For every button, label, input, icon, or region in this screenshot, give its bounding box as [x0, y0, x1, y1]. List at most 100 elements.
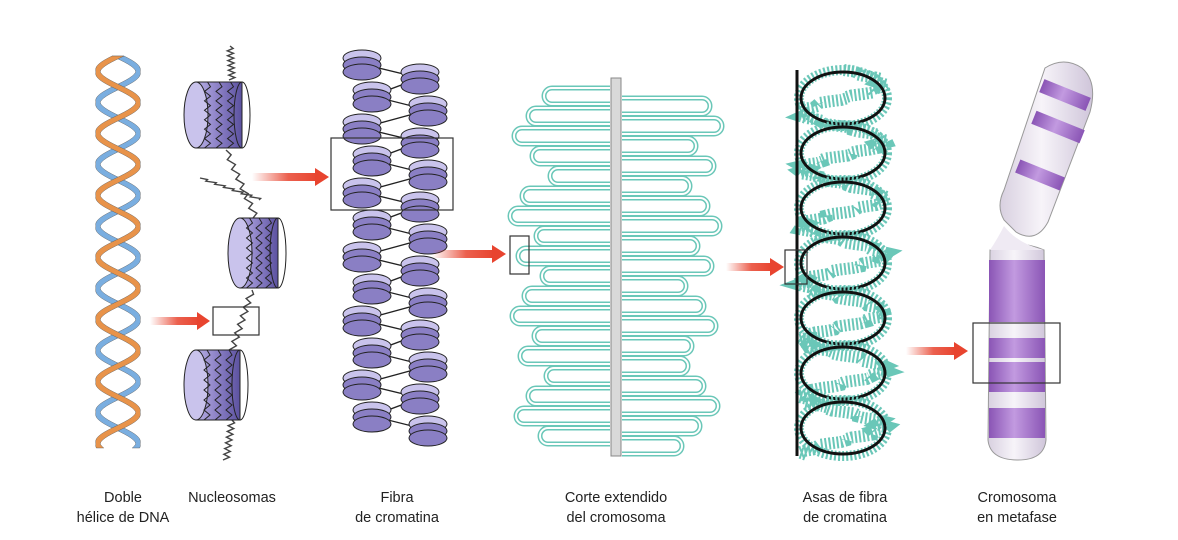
chromatin-loop-core [533, 327, 610, 345]
chromatin-loop-core [527, 387, 610, 405]
chromatin-loop-core [515, 407, 610, 425]
chromatin-loop [622, 395, 721, 417]
chromatin-loop [622, 295, 707, 317]
chromatin-loop [521, 285, 610, 307]
fiber-nucleosome [352, 95, 392, 113]
caption-loops: Asas de fibra de cromatina [803, 488, 888, 528]
caption-chromosome-line-2: en metafase [977, 510, 1057, 526]
chromatin-loop [513, 405, 610, 427]
chromosome-band [1039, 79, 1091, 111]
chromatin-loop-core [622, 237, 699, 255]
loop-fiber [799, 70, 887, 126]
loop-fiber [799, 400, 887, 456]
caption-loops-line-1: Asas de fibra [802, 490, 888, 506]
linker-dna [225, 149, 258, 219]
fiber-nucleosome [342, 255, 382, 273]
chromatin-loop-core [543, 87, 610, 105]
chromosome-band [989, 338, 1045, 358]
linker-dna [222, 419, 236, 461]
caption-chromosome-line-1: Cromosoma [977, 490, 1057, 506]
fiber-nucleosome [400, 269, 440, 287]
chromosome-band [989, 408, 1045, 438]
caption-fiber-line-1: Fibra [380, 490, 414, 506]
dna-strand-blue [95, 55, 141, 449]
chromatin-loop [539, 265, 610, 287]
loop-coil [794, 395, 892, 461]
caption-dna-line-1: Doble [104, 490, 142, 506]
wrapped-dna [203, 81, 212, 149]
chromatin-loop-core [622, 117, 723, 135]
fiber-nucleosome [352, 287, 392, 305]
chromosome-band [1015, 159, 1065, 191]
linker-dna [225, 45, 237, 81]
chromatin-loop-core [519, 347, 610, 365]
fiber-nucleosome [400, 397, 440, 415]
fiber-nucleosome [400, 141, 440, 159]
chromatin-loop [507, 205, 610, 227]
caption-chromosome: Cromosoma en metafase [977, 488, 1057, 528]
fiber-nucleosome [352, 351, 392, 369]
chromatin-loop [622, 235, 701, 257]
nucleosomes-illustration [183, 45, 287, 461]
chromatin-fiber-illustration [342, 49, 448, 447]
chromatin-loop-core [622, 417, 701, 435]
fiber-nucleosome [342, 383, 382, 401]
chromatin-loop [511, 125, 610, 147]
chromatin-loop-core [509, 207, 610, 225]
chromatin-loop [537, 425, 610, 447]
arrows [150, 168, 968, 360]
chromatin-loop-core [622, 377, 705, 395]
zoom-frame-nucleosome [212, 306, 260, 336]
wrapped-dna [215, 81, 223, 149]
chromatin-loop-core [521, 187, 610, 205]
fiber-nucleosome [400, 77, 440, 95]
caption-nucleosomes: Nucleosomas [188, 488, 276, 508]
chromatin-loop-core [535, 227, 610, 245]
chromatin-loop [622, 355, 691, 377]
chromosome-band [1031, 110, 1085, 144]
zoom-frames [212, 137, 1061, 384]
chromatin-loop-core [622, 337, 693, 355]
chromatin-loop [517, 345, 610, 367]
extended-chromosome-section [507, 77, 725, 457]
nucleosome-face [183, 81, 209, 149]
chromatin-loop-core [511, 307, 610, 325]
arrow-1 [150, 312, 210, 330]
chromatin-loop [541, 85, 610, 107]
chromatin-loop [622, 255, 715, 277]
chromatin-loop [622, 195, 711, 217]
fiber-nucleosome [342, 319, 382, 337]
caption-dna: Doble hélice de DNA [77, 488, 170, 528]
arrow-3 [432, 245, 506, 263]
dna-double-helix [95, 55, 141, 449]
fiber-nucleosome [400, 333, 440, 351]
chromatin-loop [531, 325, 610, 347]
chromatin-loop-core [513, 127, 610, 145]
chromatin-loop [509, 305, 610, 327]
chromatin-loop-core [549, 167, 610, 185]
caption-dna-line-2: hélice de DNA [76, 510, 170, 526]
chromatin-loop-core [541, 267, 610, 285]
chromatin-loop [622, 275, 689, 297]
linker-dna [228, 289, 255, 351]
fiber-nucleosome [342, 63, 382, 81]
fiber-nucleosome [408, 301, 448, 319]
chromatin-loop [519, 185, 610, 207]
wrapped-dna [255, 217, 263, 289]
zoom-frame-section [509, 235, 530, 275]
nucleosome-face [183, 349, 209, 421]
wrapped-dna [226, 81, 235, 149]
chromatin-loop [622, 375, 707, 397]
wrapped-dna [245, 217, 254, 289]
caption-section-line-2: del cromosoma [566, 510, 666, 526]
loop-fiber [799, 235, 887, 291]
metaphase-chromosome [987, 61, 1094, 461]
chromatin-loop-core [622, 197, 709, 215]
chromatin-loop [622, 415, 703, 437]
fiber-nucleosome [408, 365, 448, 383]
chromatin-loop-core [523, 287, 610, 305]
arrow-5 [906, 342, 968, 360]
caption-section-line-1: Corte extendido [564, 490, 668, 506]
caption-nucleosomes-line-1: Nucleosomas [188, 490, 276, 506]
chromosome-band [989, 362, 1045, 392]
